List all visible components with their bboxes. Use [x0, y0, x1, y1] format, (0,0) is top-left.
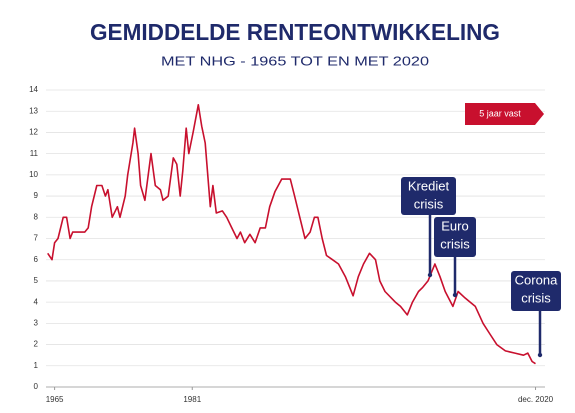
- x-tick-label: dec. 2020: [518, 395, 554, 404]
- y-tick-label: 4: [34, 297, 39, 306]
- y-tick-label: 10: [29, 170, 38, 179]
- y-tick-label: 5: [34, 276, 39, 285]
- y-tick-label: 3: [34, 318, 39, 327]
- y-tick-label: 0: [34, 382, 39, 391]
- y-tick-label: 12: [29, 128, 38, 137]
- y-tick-label: 1: [34, 361, 39, 370]
- callout-dot: [452, 292, 458, 298]
- y-tick-label: 6: [34, 255, 39, 264]
- x-tick-label: 1965: [46, 395, 64, 404]
- callout-text: Krediet: [408, 178, 450, 193]
- line-series: [47, 104, 536, 365]
- callout-box: [401, 177, 456, 215]
- callout-text: Euro: [441, 218, 468, 233]
- y-tick-label: 2: [34, 340, 39, 349]
- chart-subtitle: MET NHG - 1965 TOT EN MET 2020: [161, 53, 429, 68]
- chart-title: GEMIDDELDE RENTEONTWIKKELING: [90, 19, 500, 45]
- y-tick-label: 8: [34, 212, 39, 221]
- x-tick-label: 1981: [183, 395, 201, 404]
- y-tick-label: 11: [30, 149, 39, 158]
- callout-text: crisis: [440, 236, 470, 251]
- y-tick-label: 14: [29, 85, 38, 94]
- callout-dot: [427, 272, 433, 278]
- callout-box: [511, 271, 561, 311]
- callout-text: crisis: [521, 290, 551, 305]
- y-tick-label: 9: [34, 191, 39, 200]
- callout-box: [434, 217, 476, 257]
- legend-label: 5 jaar vast: [479, 108, 521, 118]
- legend-tag: [465, 103, 544, 125]
- callout-text: Corona: [515, 272, 558, 287]
- y-tick-label: 7: [34, 234, 39, 243]
- callout-dot: [537, 352, 543, 358]
- y-tick-label: 13: [29, 106, 38, 115]
- callout-text: crisis: [414, 196, 444, 211]
